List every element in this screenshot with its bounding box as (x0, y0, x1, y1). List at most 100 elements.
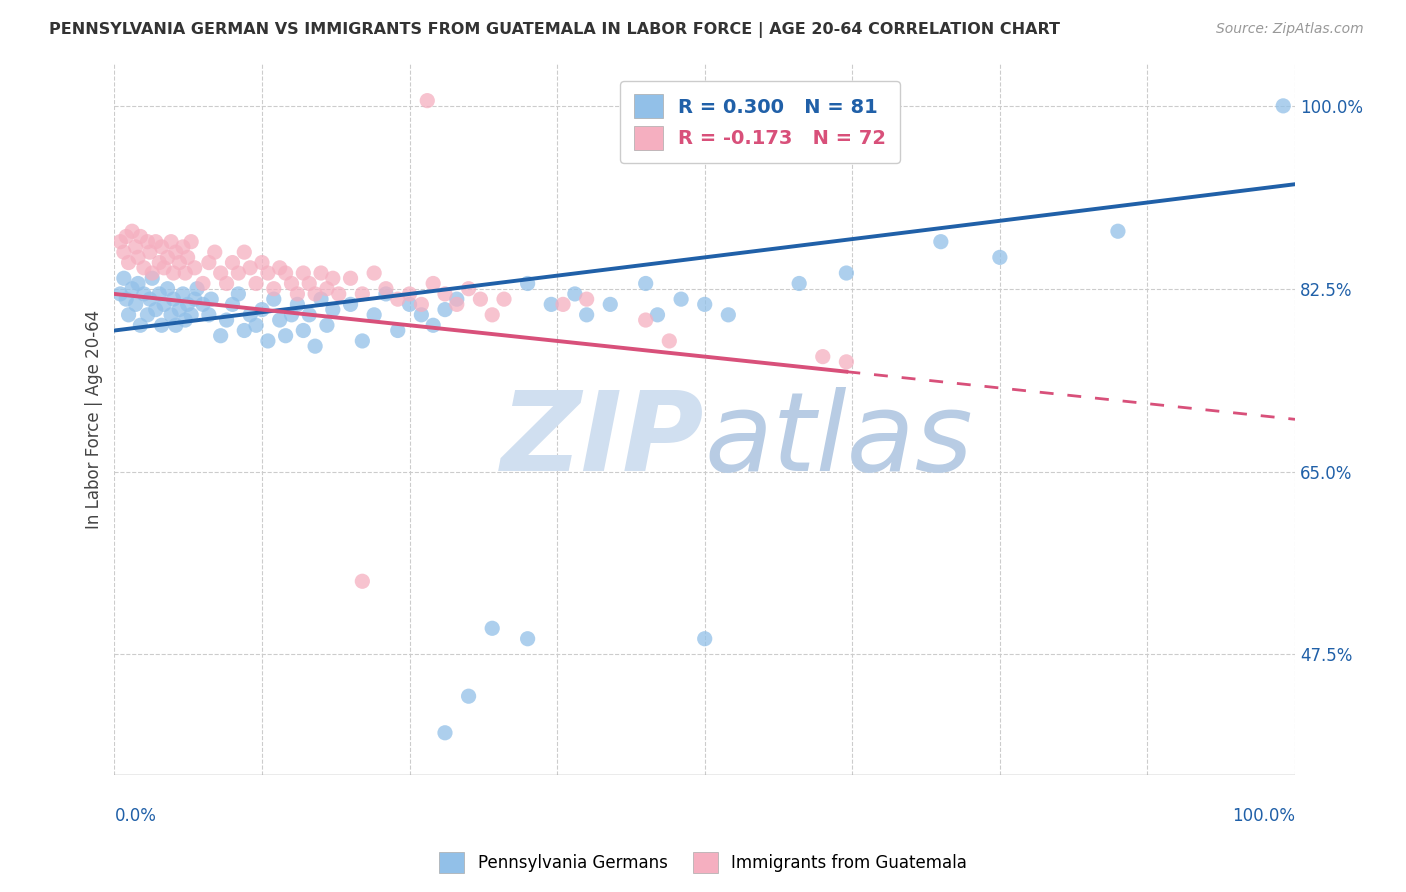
Point (183, 292, 205, 306)
Point (148, 287, 170, 301)
Point (811, 350, 834, 364)
Point (352, 287, 374, 301)
Point (322, 271, 344, 285)
Point (139, 292, 162, 306)
Point (132, 287, 155, 301)
Point (316, 318, 339, 333)
Point (165, 318, 187, 333)
Point (292, 324, 315, 338)
Point (292, 266, 315, 280)
Point (245, 318, 267, 333)
Point (1107, 224, 1129, 238)
Point (169, 302, 191, 317)
Point (165, 245, 187, 260)
Point (540, 297, 562, 311)
Point (250, 255, 273, 269)
Point (233, 324, 256, 338)
Point (433, 287, 456, 301)
Point (129, 229, 152, 244)
Point (387, 324, 409, 338)
Text: 0.0%: 0.0% (114, 806, 156, 824)
Point (127, 251, 149, 265)
Point (215, 313, 238, 327)
Point (280, 308, 302, 322)
Point (411, 297, 433, 311)
Point (352, 334, 374, 348)
Point (172, 287, 194, 301)
Point (492, 292, 515, 306)
Point (136, 308, 159, 322)
Point (988, 251, 1011, 265)
Text: ZIP: ZIP (501, 387, 704, 494)
Point (263, 282, 285, 296)
Text: PENNSYLVANIA GERMAN VS IMMIGRANTS FROM GUATEMALA IN LABOR FORCE | AGE 20-64 CORR: PENNSYLVANIA GERMAN VS IMMIGRANTS FROM G… (49, 22, 1060, 38)
Point (575, 292, 598, 306)
Point (304, 287, 326, 301)
Point (117, 255, 139, 269)
Point (309, 292, 332, 306)
Point (287, 287, 309, 301)
Text: atlas: atlas (704, 387, 973, 494)
Point (339, 271, 361, 285)
Point (516, 277, 538, 291)
Point (233, 245, 256, 260)
Point (115, 292, 138, 306)
Point (198, 255, 221, 269)
Point (422, 277, 444, 291)
Point (375, 282, 398, 296)
Point (136, 235, 159, 249)
Point (363, 308, 385, 322)
Point (304, 339, 326, 353)
Point (153, 297, 176, 311)
Point (481, 621, 503, 635)
Point (127, 277, 149, 291)
Point (352, 574, 374, 589)
Point (647, 308, 669, 322)
Point (551, 297, 574, 311)
Point (422, 318, 444, 333)
Point (183, 260, 205, 275)
Point (209, 328, 232, 343)
Point (150, 240, 173, 254)
Legend: R = 0.300   N = 81, R = -0.173   N = 72: R = 0.300 N = 81, R = -0.173 N = 72 (620, 81, 900, 163)
Point (121, 224, 143, 238)
Point (328, 287, 350, 301)
Point (470, 292, 492, 306)
Point (693, 632, 716, 646)
Point (363, 266, 385, 280)
Point (153, 260, 176, 275)
Point (112, 245, 135, 260)
Point (156, 282, 179, 296)
Point (245, 277, 267, 291)
Point (132, 260, 155, 275)
Point (145, 302, 167, 317)
Point (634, 313, 657, 327)
Point (669, 292, 692, 306)
Point (221, 297, 243, 311)
Point (239, 308, 262, 322)
Point (416, 94, 439, 108)
Point (204, 245, 226, 260)
Point (124, 240, 146, 254)
Point (117, 308, 139, 322)
Point (316, 282, 339, 296)
Point (172, 240, 194, 254)
Y-axis label: In Labor Force | Age 20-64: In Labor Force | Age 20-64 (86, 310, 103, 529)
Point (375, 287, 398, 301)
Point (835, 355, 858, 369)
Point (269, 313, 291, 327)
Point (274, 266, 297, 280)
Point (717, 308, 740, 322)
Point (411, 308, 433, 322)
Point (446, 297, 468, 311)
Point (239, 260, 262, 275)
Point (564, 287, 586, 301)
Point (269, 260, 291, 275)
Text: 100.0%: 100.0% (1232, 806, 1295, 824)
Point (124, 297, 146, 311)
Point (198, 308, 221, 322)
Point (274, 328, 297, 343)
Point (433, 302, 456, 317)
Point (186, 282, 208, 296)
Point (141, 266, 163, 280)
